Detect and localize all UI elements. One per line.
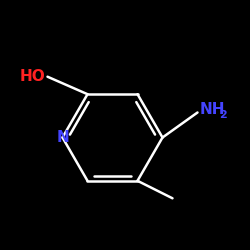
Text: N: N xyxy=(56,130,69,145)
Text: 2: 2 xyxy=(219,110,226,120)
Text: HO: HO xyxy=(19,69,45,84)
Text: NH: NH xyxy=(200,102,226,118)
